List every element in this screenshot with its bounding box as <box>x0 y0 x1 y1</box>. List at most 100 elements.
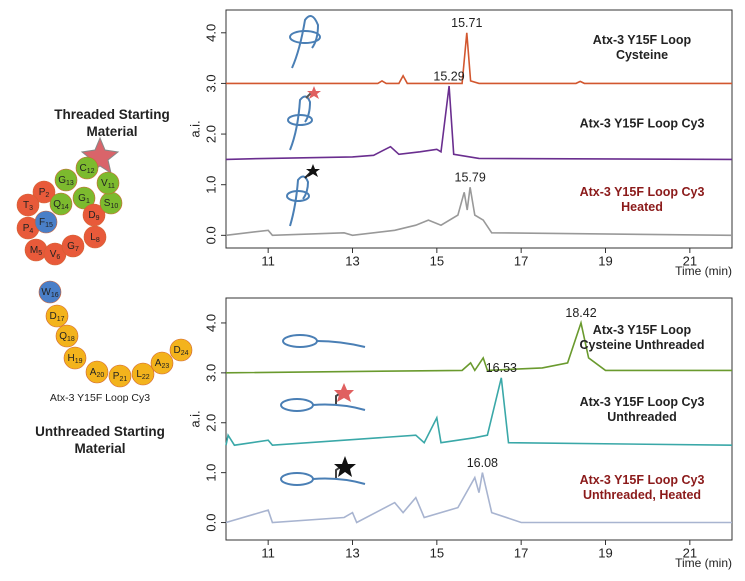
residue <box>96 171 120 195</box>
residue-letter: P <box>113 371 120 382</box>
residue <box>131 362 155 386</box>
x-tick-label: 13 <box>345 253 359 268</box>
x-tick-label: 17 <box>514 253 528 268</box>
plot-frame <box>225 9 733 249</box>
residue-number: 23 <box>161 363 169 370</box>
trace <box>225 377 733 447</box>
residue-label: C12 <box>79 163 94 175</box>
residue <box>63 346 87 370</box>
residue <box>72 186 96 210</box>
plot-frame <box>225 297 733 541</box>
residue-number: 12 <box>87 168 95 175</box>
residue <box>16 193 40 217</box>
x-axis-label: Time (min) <box>675 556 732 570</box>
peak-label: 18.42 <box>565 306 596 320</box>
x-tick-label: 13 <box>345 545 359 560</box>
residue-label: G7 <box>67 241 79 253</box>
residue-letter: S <box>104 198 111 209</box>
residue-number: 13 <box>66 180 74 187</box>
y-tick-label: 0.0 <box>203 226 218 244</box>
residue-number: 10 <box>110 203 118 210</box>
residue-letter: V <box>101 178 108 189</box>
icons <box>280 15 366 486</box>
residue-label: L22 <box>136 369 149 381</box>
x-tick-label: 21 <box>683 545 697 560</box>
residue-label: Q18 <box>59 331 75 343</box>
residue-letter: Q <box>53 199 61 210</box>
series-label: Atx-3 Y15F Loop Cy3 Heated <box>579 184 705 214</box>
residue-number: 22 <box>142 374 150 381</box>
residue-label: D17 <box>49 311 64 323</box>
x-tick-label: 11 <box>261 545 275 560</box>
residue-letter: M <box>30 245 38 256</box>
residue-number: 11 <box>108 183 115 190</box>
y-axis-label: a.i. <box>187 120 202 137</box>
x-tick-label: 15 <box>430 545 444 560</box>
residue-letter: V <box>50 249 57 260</box>
residue-label: P2 <box>39 187 50 199</box>
unthreaded-label: Unthreaded Starting Material <box>35 424 165 456</box>
residue <box>45 304 69 328</box>
residue-label: G1 <box>78 193 90 205</box>
peak-label: 15.79 <box>455 171 486 185</box>
residue-letter: D <box>173 345 180 356</box>
trace <box>226 32 732 85</box>
series-label: Atx-3 Y15F Loop Cy3 Unthreaded, Heated <box>579 472 705 502</box>
residue <box>108 364 132 388</box>
x-axis-label: Time (min) <box>675 264 732 278</box>
residue <box>32 180 56 204</box>
series-label: Atx-3 Y15F Loop Cysteine Unthreaded <box>579 322 705 352</box>
residue-number: 8 <box>96 237 100 244</box>
residue <box>61 234 85 258</box>
residue-letter: Q <box>59 331 67 342</box>
residue <box>75 156 99 180</box>
y-tick-label: 3.0 <box>203 74 218 92</box>
y-tick-label: 0.0 <box>203 513 218 531</box>
residue-label: T3 <box>23 200 33 212</box>
peak-label: 15.71 <box>451 16 482 30</box>
residue-label: H19 <box>67 353 82 365</box>
residue-number: 3 <box>29 205 33 212</box>
residue-label: W16 <box>41 287 58 299</box>
series-label: Atx-3 Y15F Loop Cy3 <box>579 116 705 131</box>
y-tick-label: 4.0 <box>203 24 218 42</box>
residue-number: 18 <box>67 336 75 343</box>
x-tick-label: 17 <box>514 545 528 560</box>
residue-letter: F <box>39 217 45 228</box>
residue <box>38 280 62 304</box>
series-label: Atx-3 Y15F Loop Cy3 Unthreaded <box>579 395 705 425</box>
residue-number: 17 <box>57 316 65 323</box>
series-label: Atx-3 Y15F Loop Cysteine <box>592 32 692 62</box>
x-tick-label: 21 <box>683 253 697 268</box>
x-tick-label: 11 <box>261 253 275 268</box>
residue-number: 15 <box>45 222 53 229</box>
residue-letter: W <box>41 287 51 298</box>
y-tick-label: 2.0 <box>203 125 218 143</box>
residue <box>34 210 58 234</box>
peak-label: 16.08 <box>467 456 498 470</box>
dye-star <box>80 136 120 175</box>
residue <box>85 360 109 384</box>
residue <box>169 338 193 362</box>
y-tick-label: 1.0 <box>203 464 218 482</box>
residue-label: V11 <box>101 178 115 190</box>
residue-number: 20 <box>96 372 104 379</box>
residue-label: A23 <box>155 358 170 370</box>
threaded-label: Threaded Starting Material <box>54 107 170 139</box>
residue-label: D24 <box>173 345 188 357</box>
residue-letter: L <box>136 369 142 380</box>
y-tick-label: 3.0 <box>203 364 218 382</box>
trace <box>225 85 733 161</box>
trace <box>225 472 732 524</box>
residue-number: 5 <box>38 250 42 257</box>
residue-number: 14 <box>61 204 69 211</box>
y-tick-label: 4.0 <box>203 314 218 332</box>
trace <box>225 319 732 374</box>
x-tick-label: 19 <box>598 253 612 268</box>
peak-label: 16.53 <box>486 361 517 375</box>
residue-label: M5 <box>30 245 42 257</box>
trace <box>225 187 733 237</box>
residue-letter: P <box>39 187 46 198</box>
residue-letter: D <box>49 311 56 322</box>
residue <box>82 203 106 227</box>
